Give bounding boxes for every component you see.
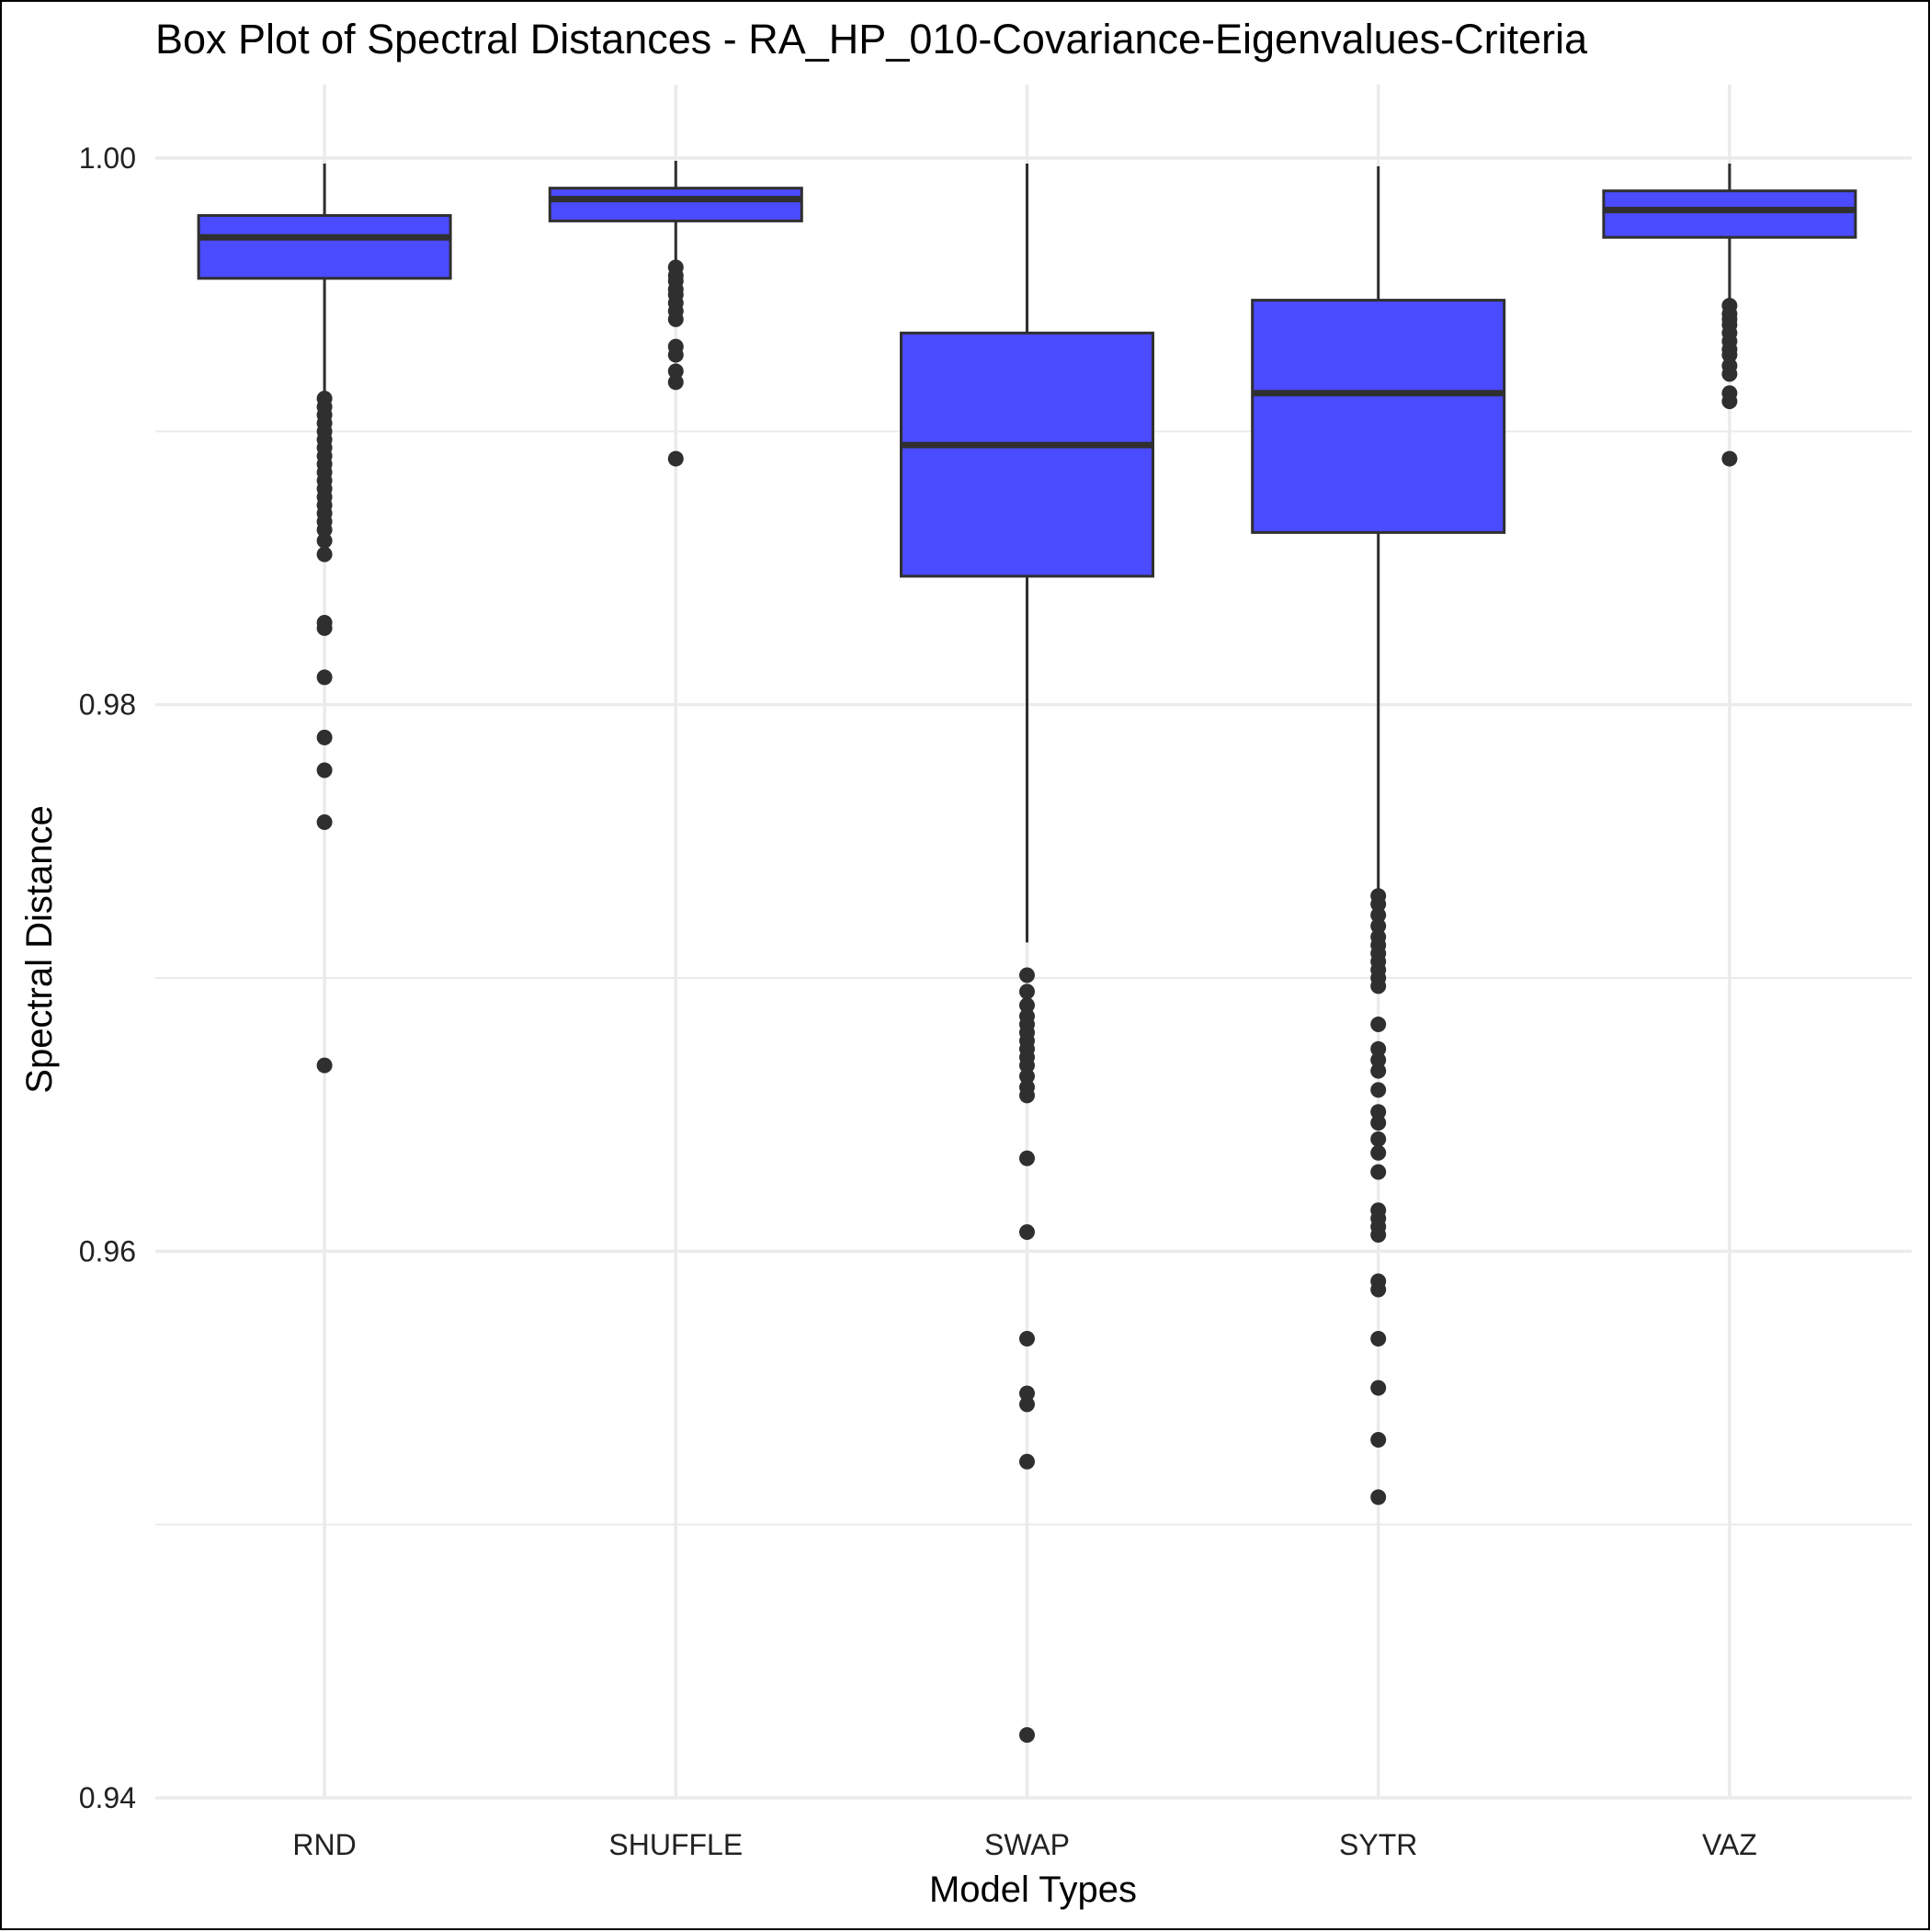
outlier-point [1370, 1330, 1387, 1347]
box-shuffle [548, 160, 803, 467]
box-rnd [197, 163, 452, 1074]
outlier-point [1721, 450, 1738, 467]
outlier-point [667, 374, 684, 391]
x-axis-title: Model Types [929, 1869, 1137, 1910]
outlier-point [316, 762, 333, 778]
outlier-point [1370, 1082, 1387, 1098]
x-tick-label: VAZ [1702, 1828, 1757, 1861]
outlier-point [1370, 1063, 1387, 1079]
x-axis-ticks: RND SHUFFLE SWAP SYTR VAZ [292, 1828, 1756, 1861]
outlier-point [1370, 907, 1387, 924]
box-swap [900, 163, 1154, 1744]
outlier-point [1019, 1150, 1035, 1166]
outlier-point [1721, 366, 1738, 382]
x-tick-label: SHUFFLE [608, 1828, 743, 1861]
outlier-point [1370, 1144, 1387, 1161]
outlier-point [1019, 1727, 1035, 1744]
outlier-point [316, 1057, 333, 1074]
outlier-point [1370, 978, 1387, 994]
iqr-box [548, 187, 803, 222]
outlier-point [316, 669, 333, 686]
outlier-point [316, 521, 333, 538]
outlier-point [667, 311, 684, 327]
x-tick-label: SWAP [984, 1828, 1070, 1861]
outlier-point [1019, 967, 1035, 983]
outlier-point [1370, 896, 1387, 913]
outlier-point [667, 363, 684, 380]
outlier-point [1721, 393, 1738, 410]
outlier-point [316, 619, 333, 636]
box-sytr [1251, 165, 1506, 1506]
y-tick-label: 0.98 [79, 688, 136, 722]
outlier-point [1370, 1104, 1387, 1120]
box-series [197, 160, 1857, 1744]
outlier-point [1370, 918, 1387, 935]
outlier-point [1370, 1051, 1387, 1068]
outlier-point [1370, 1380, 1387, 1396]
outlier-point [1019, 997, 1035, 1014]
outlier-point [667, 347, 684, 363]
outlier-point [1370, 1131, 1387, 1147]
x-tick-label: RND [292, 1828, 356, 1861]
outlier-point [1019, 1068, 1035, 1085]
outlier-point [1019, 1385, 1035, 1402]
chart-title: Box Plot of Spectral Distances - RA_HP_0… [155, 16, 1588, 63]
outlier-point [1019, 1396, 1035, 1413]
y-tick-label: 1.00 [79, 142, 136, 175]
outlier-point [1370, 1281, 1387, 1298]
outlier-point [1370, 1017, 1387, 1033]
outlier-point [316, 814, 333, 831]
outlier-point [1019, 983, 1035, 1000]
y-axis-title: Spectral Distance [19, 805, 60, 1093]
outlier-point [1370, 1115, 1387, 1131]
x-tick-label: SYTR [1339, 1828, 1417, 1861]
outlier-point [1019, 1453, 1035, 1470]
iqr-box [1602, 189, 1857, 239]
outlier-point [316, 532, 333, 549]
outlier-point [1019, 1087, 1035, 1104]
y-tick-label: 0.94 [79, 1781, 136, 1814]
outlier-point [1370, 1431, 1387, 1448]
outlier-point [667, 450, 684, 467]
outlier-point [1370, 1040, 1387, 1057]
outlier-point [316, 546, 333, 563]
outlier-point [1721, 347, 1738, 363]
outlier-point [316, 729, 333, 745]
iqr-box [1251, 299, 1506, 534]
iqr-box [197, 213, 452, 280]
iqr-box [900, 331, 1154, 578]
box-vaz [1602, 163, 1857, 467]
outlier-point [1019, 1224, 1035, 1241]
outlier-point [1370, 1226, 1387, 1243]
outlier-point [1370, 1164, 1387, 1180]
y-axis-ticks: 0.94 0.96 0.98 1.00 [79, 142, 136, 1814]
y-tick-label: 0.96 [79, 1234, 136, 1267]
outlier-point [1370, 1489, 1387, 1506]
outlier-point [1019, 1057, 1035, 1074]
outlier-point [1019, 1330, 1035, 1347]
